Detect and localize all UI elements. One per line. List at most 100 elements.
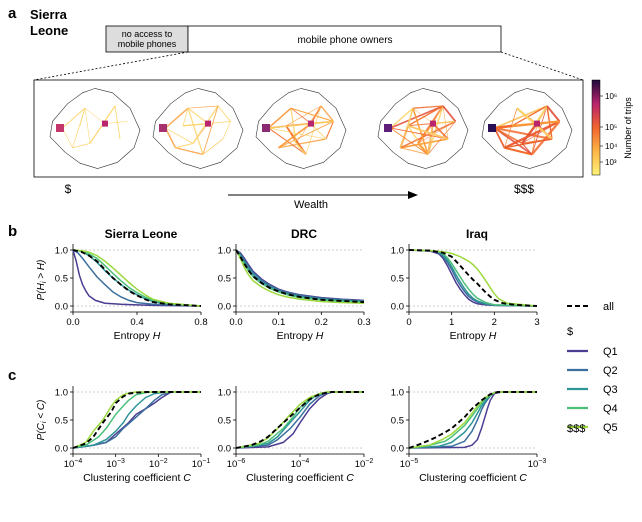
map-trip-edge: [417, 123, 434, 144]
map-trip-edge: [305, 105, 322, 155]
colorbar-title: Number of trips: [623, 97, 633, 159]
series-line-all: [408, 249, 538, 307]
zoom-line-right: [500, 51, 584, 81]
x-axis-label: Entropy H: [277, 330, 324, 342]
y-tick-label: 1.0: [218, 246, 231, 257]
series-line-q4: [408, 249, 538, 307]
map-trip-edge: [531, 120, 561, 156]
country-title-a-line1: Sierra: [30, 7, 68, 22]
map-trip-edge: [325, 121, 335, 140]
map-trip-edge: [222, 121, 231, 140]
ylabel-c: P(Ci < C): [36, 400, 48, 441]
series-line-q4: [72, 249, 202, 307]
series-line-q3: [408, 391, 537, 449]
x-tick-label: 0.1: [272, 317, 285, 328]
plot-b-3: 0.0 0.5 1.0 0 1 2 3 Entropy H: [391, 244, 540, 342]
series-line-q2: [235, 249, 365, 302]
series-line-all: [235, 391, 364, 449]
map-trip-edge: [175, 142, 194, 149]
country-title-a-line2: Leone: [30, 23, 68, 38]
x-tick-label: 1: [449, 317, 454, 328]
series-line-all: [72, 249, 202, 307]
map-trip-edge: [268, 127, 327, 140]
map-hub: [534, 120, 540, 127]
trip-maps: [49, 88, 573, 169]
map-trip-edge: [521, 122, 538, 145]
legend-label-q1: Q1: [603, 346, 618, 358]
legend-label-q2: Q2: [603, 365, 618, 377]
series-line-q2: [235, 391, 364, 449]
zoom-line-left: [33, 51, 189, 81]
series-line-q5: [72, 391, 201, 449]
map-trip-edge: [407, 108, 414, 126]
series-line-q3: [72, 391, 201, 449]
bar-no-access-label-1: no access to: [122, 29, 173, 39]
map-trip-edge: [278, 138, 327, 149]
series-line-q4: [235, 391, 364, 449]
map-trip-edge: [164, 127, 177, 149]
map-trip-edge: [442, 105, 457, 122]
map-trip-edge: [531, 123, 538, 155]
legend-label-all: all: [603, 301, 614, 313]
map-trip-edge: [504, 147, 533, 155]
y-tick-label: 0.0: [55, 302, 68, 313]
plot-b-1: 0.0 0.5 1.0 0.0 0.4 0.8 Entropy H: [55, 244, 208, 342]
series-line-q1: [235, 391, 364, 449]
map-trip-edge: [84, 107, 106, 124]
colorbar-ticks: [600, 95, 603, 163]
x-axis-label: Clustering coefficient C: [419, 472, 527, 484]
map-4: [377, 88, 469, 169]
ylabel-b: P(Hi > H): [36, 260, 48, 301]
x-axis-label: Entropy H: [114, 330, 161, 342]
series-line-q5: [408, 249, 538, 307]
x-tick-label: 0: [406, 317, 411, 328]
map-trip-edge: [412, 108, 434, 124]
map-trip-edge: [504, 138, 553, 149]
x-tick-label: 0.0: [229, 317, 242, 328]
map-trip-edge: [278, 120, 334, 149]
map-trip-edge: [295, 142, 307, 155]
colorbar-tick-1e3: 10³: [605, 158, 617, 167]
map-trip-edge: [494, 105, 548, 129]
map-1: [49, 88, 141, 169]
map-trip-edge: [187, 107, 209, 125]
map-trip-edge: [546, 105, 561, 123]
map-trip-edge: [217, 105, 231, 122]
x-axis-label: Clustering coefficient C: [246, 472, 354, 484]
wealth-low: $: [65, 182, 72, 196]
map-trip-edge: [207, 120, 231, 125]
x-tick-label: 10−4: [64, 458, 83, 470]
y-tick-label: 1.0: [391, 388, 404, 399]
bar-no-access-label-2: mobile phones: [118, 39, 177, 49]
map-trip-edge: [285, 105, 322, 127]
x-tick-label: 10−2: [355, 458, 374, 470]
bar-no-access: [105, 25, 189, 53]
colorbar-tick-1e6: 10⁶: [605, 92, 617, 101]
series-line-q1: [72, 249, 202, 307]
map-trip-edge: [72, 142, 91, 149]
map-trip-edge: [390, 127, 429, 155]
series-line-q5: [235, 391, 364, 449]
map-trip-edge: [84, 108, 91, 144]
wealth-high: $$$: [514, 182, 534, 196]
map-trip-edge: [202, 105, 219, 155]
title-sierra-leone: Sierra Leone: [105, 227, 178, 241]
series-line-q5: [235, 249, 365, 304]
panel-label-a: a: [8, 5, 17, 22]
map-outline: [49, 88, 141, 169]
map-trip-edge: [79, 108, 86, 126]
x-tick-label: 0.2: [315, 317, 328, 328]
colorbar-tick-1e4: 10⁴: [605, 142, 618, 151]
wealth-arrowhead: [408, 191, 418, 199]
panel-label-b: b: [8, 223, 17, 240]
map-trip-edge: [531, 105, 548, 155]
map-trip-edge: [290, 107, 312, 124]
y-tick-label: 0.5: [55, 274, 68, 285]
map-trip-edge: [202, 138, 224, 155]
map-trip-edge: [494, 126, 553, 141]
y-tick-label: 0.0: [391, 302, 404, 313]
